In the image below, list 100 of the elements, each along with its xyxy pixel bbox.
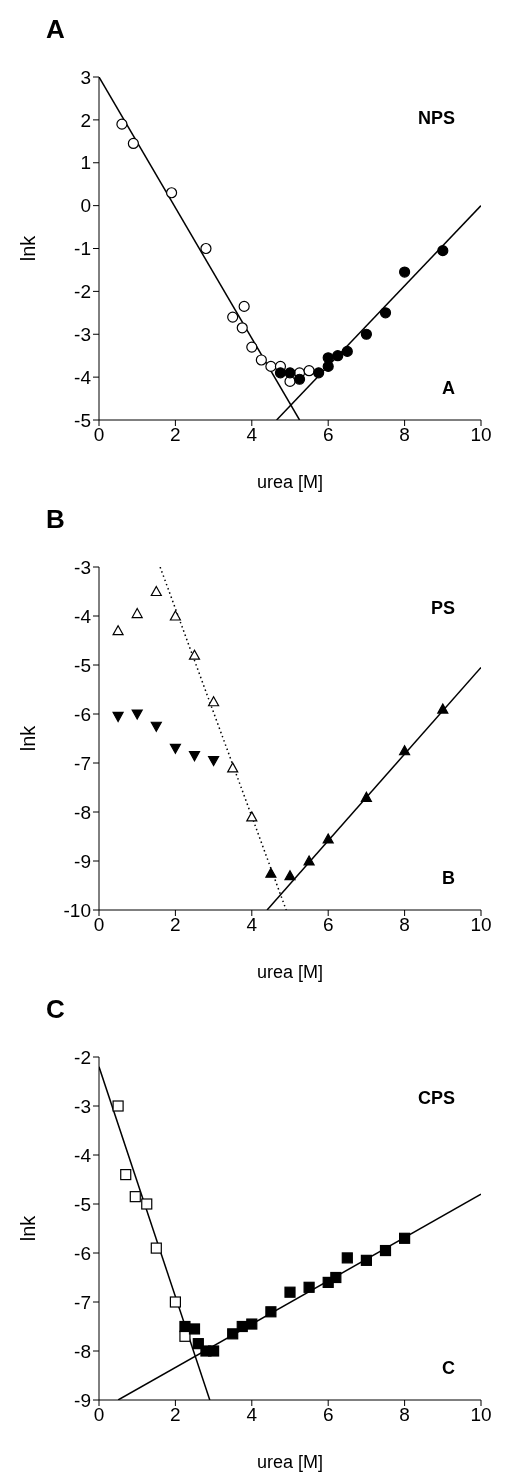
x-tick-label: 4: [246, 1404, 258, 1426]
point: [112, 625, 124, 636]
point: [188, 1323, 201, 1335]
point: [330, 1271, 342, 1284]
point: [437, 245, 449, 257]
y-tick-label: -10: [63, 899, 91, 921]
point: [150, 585, 162, 597]
point: [379, 1244, 392, 1257]
x-tick-label: 6: [322, 914, 334, 936]
point: [188, 649, 201, 660]
point: [360, 328, 372, 340]
y-axis-title: lnk: [17, 724, 40, 752]
annotation: PS: [430, 598, 455, 619]
x-axis-title: urea [M]: [256, 1452, 324, 1472]
x-tick-label: 6: [322, 424, 334, 446]
y-tick-label: -4: [74, 1144, 92, 1166]
point: [341, 1252, 353, 1264]
point: [227, 311, 239, 323]
point: [227, 1328, 239, 1340]
y-tick-label: -7: [74, 752, 91, 774]
point: [169, 743, 181, 754]
point: [129, 1191, 141, 1203]
y-tick-label: -5: [74, 409, 91, 431]
point: [303, 855, 315, 866]
point: [303, 1281, 315, 1293]
y-tick-label: -5: [74, 654, 91, 676]
point: [150, 1242, 162, 1254]
annotation: C: [442, 1358, 455, 1379]
point: [399, 1232, 411, 1244]
point: [208, 1345, 220, 1357]
y-tick-label: -3: [74, 323, 91, 345]
y-tick-label: -9: [74, 850, 91, 872]
point: [399, 266, 411, 278]
point: [399, 745, 411, 756]
x-tick-label: 4: [246, 914, 258, 936]
point: [265, 360, 277, 373]
y-tick-label: -3: [74, 556, 91, 578]
y-tick-label: -4: [74, 366, 92, 388]
x-tick-label: 8: [399, 424, 410, 446]
x-tick-label: 6: [322, 1404, 334, 1426]
point: [284, 1286, 296, 1298]
x-tick-label: 8: [399, 914, 410, 936]
x-tick-label: 4: [246, 424, 258, 446]
point: [274, 367, 287, 379]
annotation: NPS: [417, 108, 455, 129]
y-tick-label: -3: [74, 1095, 91, 1117]
point: [255, 354, 267, 366]
point: [341, 345, 353, 357]
point: [120, 1169, 132, 1181]
annotation: A: [442, 378, 455, 399]
x-tick-label: 10: [470, 1404, 492, 1426]
point: [236, 322, 248, 334]
point: [131, 607, 143, 619]
point: [116, 118, 128, 130]
y-tick-label: -6: [74, 703, 91, 725]
point: [360, 791, 372, 802]
point: [284, 870, 296, 881]
point: [112, 1100, 124, 1112]
y-tick-label: -4: [74, 605, 92, 627]
y-tick-label: -6: [74, 1242, 91, 1264]
annotation: CPS: [417, 1088, 455, 1109]
y-tick-label: 3: [80, 66, 91, 88]
point: [246, 341, 258, 353]
point: [208, 755, 220, 767]
y-tick-label: -8: [74, 801, 91, 823]
point: [303, 365, 315, 377]
point: [141, 1198, 153, 1210]
point: [322, 833, 334, 844]
x-tick-label: 10: [470, 914, 492, 936]
point: [208, 696, 220, 707]
y-tick-label: -8: [74, 1340, 91, 1362]
y-tick-label: -2: [74, 281, 91, 303]
point: [227, 762, 239, 773]
x-tick-label: 2: [170, 914, 181, 936]
point: [265, 1306, 277, 1318]
point: [165, 187, 178, 199]
point: [284, 367, 296, 379]
chart-title: B: [46, 504, 65, 535]
point: [200, 242, 212, 255]
point: [150, 721, 162, 732]
point: [179, 1330, 191, 1342]
point: [188, 751, 201, 762]
point: [379, 307, 392, 319]
point: [265, 867, 277, 878]
point: [127, 137, 139, 150]
y-tick-label: 0: [80, 195, 91, 217]
point: [313, 367, 325, 379]
y-tick-label: -9: [74, 1389, 91, 1411]
chart-title: A: [46, 14, 65, 45]
point: [169, 610, 181, 621]
point: [131, 709, 143, 720]
y-tick-label: 1: [80, 152, 91, 174]
point: [238, 300, 250, 312]
x-axis-title: urea [M]: [256, 962, 324, 982]
point: [112, 711, 124, 723]
y-tick-label: -2: [74, 1046, 91, 1068]
point: [293, 373, 306, 385]
y-axis-title: lnk: [17, 234, 40, 262]
y-tick-label: -7: [74, 1291, 91, 1313]
chart-title: C: [46, 994, 65, 1025]
